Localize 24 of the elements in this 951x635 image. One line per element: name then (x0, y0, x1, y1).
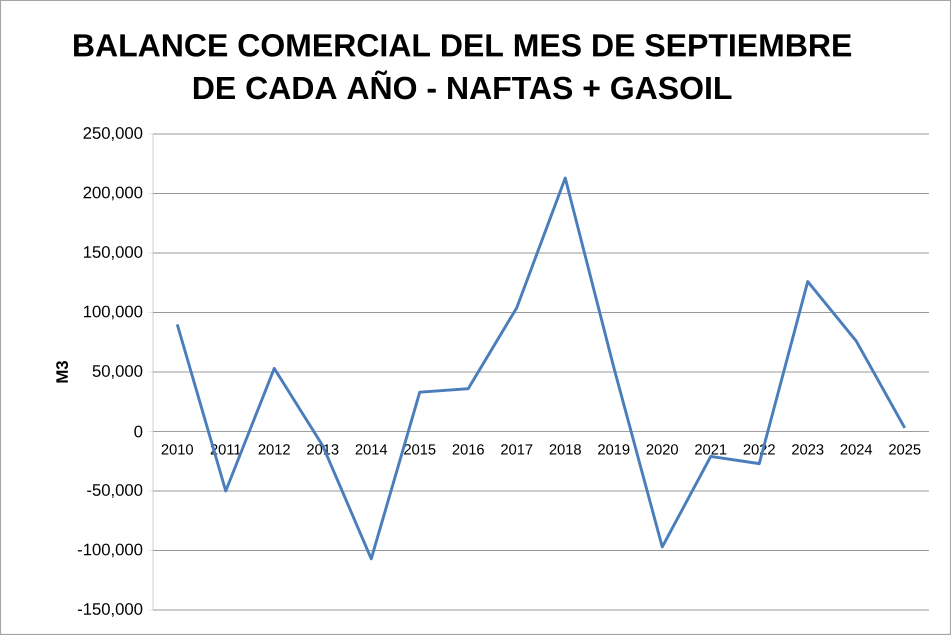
x-tick-label: 2012 (258, 444, 290, 455)
y-tick-label: -50,000 (87, 484, 142, 498)
y-tick-label: 100,000 (84, 306, 142, 320)
y-tick-label: 250,000 (84, 127, 142, 141)
y-tick-label: 50,000 (92, 365, 142, 379)
x-tick-label: 2024 (840, 444, 872, 455)
x-tick-label: 2023 (792, 444, 824, 455)
x-tick-label: 2021 (695, 444, 726, 455)
y-tick-label: -100,000 (78, 544, 142, 558)
y-tick-label: 0 (134, 426, 142, 438)
y-tick-label: 200,000 (84, 186, 142, 200)
x-tick-label: 2017 (501, 444, 532, 455)
y-axis-title: M3 (56, 361, 68, 382)
x-tick-label: 2015 (404, 444, 436, 455)
x-tick-label: 2018 (550, 444, 581, 455)
x-tick-label: 2016 (452, 444, 484, 455)
chart-title: BALANCE COMERCIAL DEL MES DE SEPTIEMBRE DE CADA AÑO - NAFTAS + GASOIL (74, 34, 852, 100)
y-tick-label: -150,000 (78, 603, 142, 617)
x-tick-label: 2020 (646, 444, 678, 455)
x-tick-label: 2025 (889, 444, 920, 455)
x-tick-label: 2014 (356, 444, 388, 455)
x-tick-label: 2010 (162, 444, 193, 455)
y-tick-label: 150,000 (84, 246, 142, 260)
x-tick-label: 2019 (598, 444, 630, 455)
